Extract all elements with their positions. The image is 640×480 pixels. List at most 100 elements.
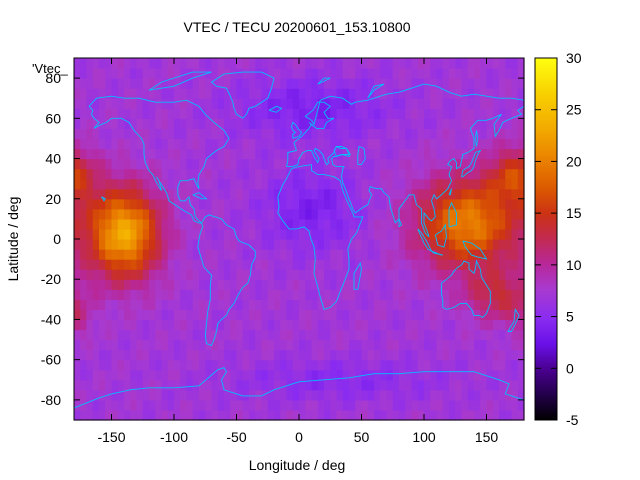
heatmap-cell bbox=[155, 289, 163, 300]
heatmap-cell bbox=[174, 349, 181, 361]
heatmap-cell bbox=[117, 349, 125, 361]
heatmap-cell bbox=[486, 68, 494, 79]
heatmap-cell bbox=[280, 279, 288, 290]
heatmap-cell bbox=[424, 409, 431, 421]
heatmap-cell bbox=[280, 299, 288, 310]
heatmap-cell bbox=[186, 88, 194, 99]
heatmap-cell bbox=[430, 259, 438, 270]
heatmap-cell bbox=[411, 138, 419, 150]
heatmap-cell bbox=[136, 239, 144, 250]
heatmap-cell bbox=[330, 208, 338, 220]
heatmap-cell bbox=[336, 269, 344, 280]
heatmap-cell bbox=[142, 138, 150, 150]
heatmap-cell bbox=[367, 58, 375, 69]
heatmap-cell bbox=[267, 279, 275, 290]
heatmap-cell bbox=[130, 319, 138, 331]
heatmap-cell bbox=[330, 259, 338, 270]
heatmap-cell bbox=[267, 218, 275, 230]
heatmap-cell bbox=[455, 178, 463, 190]
heatmap-cell bbox=[292, 389, 300, 401]
heatmap-cell bbox=[149, 218, 156, 230]
heatmap-cell bbox=[292, 249, 300, 260]
heatmap-cell bbox=[361, 78, 369, 89]
heatmap-cell bbox=[217, 228, 225, 240]
heatmap-cell bbox=[430, 138, 438, 150]
heatmap-cell bbox=[311, 128, 319, 140]
heatmap-cell bbox=[192, 98, 200, 109]
heatmap-cell bbox=[461, 78, 469, 89]
heatmap-cell bbox=[449, 299, 456, 310]
heatmap-cell bbox=[80, 329, 88, 341]
heatmap-cell bbox=[342, 188, 350, 200]
heatmap-cell bbox=[355, 319, 363, 331]
heatmap-cell bbox=[174, 259, 181, 270]
heatmap-cell bbox=[155, 279, 163, 290]
heatmap-cell bbox=[361, 118, 369, 129]
heatmap-cell bbox=[499, 78, 506, 89]
heatmap-cell bbox=[480, 198, 488, 210]
heatmap-cell bbox=[86, 88, 94, 99]
heatmap-cell bbox=[311, 399, 319, 411]
heatmap-cell bbox=[136, 359, 144, 371]
heatmap-cell bbox=[405, 88, 413, 99]
heatmap-cell bbox=[217, 218, 225, 230]
heatmap-cell bbox=[280, 58, 288, 69]
heatmap-cell bbox=[280, 158, 288, 170]
heatmap-cell bbox=[149, 309, 156, 321]
x-tick-label: 0 bbox=[295, 429, 303, 445]
heatmap-cell bbox=[286, 369, 294, 381]
heatmap-cell bbox=[299, 188, 306, 200]
heatmap-cell bbox=[292, 349, 300, 361]
heatmap-cell bbox=[455, 168, 463, 180]
coastline bbox=[367, 83, 385, 99]
heatmap-cell bbox=[436, 188, 444, 200]
heatmap-cell bbox=[286, 218, 294, 230]
heatmap-cell bbox=[155, 379, 163, 391]
heatmap-cell bbox=[311, 228, 319, 240]
heatmap-cell bbox=[211, 148, 219, 160]
heatmap-cell bbox=[136, 98, 144, 109]
heatmap-cell bbox=[517, 359, 525, 371]
heatmap-cell bbox=[499, 198, 506, 210]
heatmap-cell bbox=[142, 168, 150, 180]
heatmap-cell bbox=[317, 339, 325, 351]
heatmap-cell bbox=[161, 58, 169, 69]
heatmap-cell bbox=[367, 269, 375, 280]
heatmap-cell bbox=[142, 198, 150, 210]
heatmap-cell bbox=[436, 88, 444, 99]
heatmap-cell bbox=[99, 399, 106, 411]
heatmap-cell bbox=[474, 178, 481, 190]
heatmap-cell bbox=[149, 158, 156, 170]
heatmap-cell bbox=[142, 148, 150, 160]
heatmap-cell bbox=[136, 78, 144, 89]
coastline bbox=[291, 121, 303, 139]
heatmap-cell bbox=[280, 108, 288, 119]
heatmap-cell bbox=[174, 309, 181, 321]
heatmap-cell bbox=[155, 389, 163, 401]
heatmap-cell bbox=[299, 369, 306, 381]
heatmap-cell bbox=[242, 259, 250, 270]
heatmap-cell bbox=[80, 68, 88, 79]
heatmap-cell bbox=[261, 108, 269, 119]
heatmap-cell bbox=[99, 138, 106, 150]
heatmap-cell bbox=[149, 289, 156, 300]
heatmap-cell bbox=[174, 269, 181, 280]
heatmap-cell bbox=[161, 118, 169, 129]
heatmap-cell bbox=[155, 269, 163, 280]
heatmap-cell bbox=[161, 98, 169, 109]
heatmap-cell bbox=[261, 399, 269, 411]
heatmap-cell bbox=[280, 249, 288, 260]
heatmap-cell bbox=[105, 128, 113, 140]
heatmap-cell bbox=[92, 239, 100, 250]
heatmap-cell bbox=[349, 168, 356, 180]
heatmap-cell bbox=[111, 98, 119, 109]
heatmap-cell bbox=[286, 389, 294, 401]
heatmap-cell bbox=[305, 329, 313, 341]
heatmap-cell bbox=[180, 218, 188, 230]
heatmap-cell bbox=[380, 319, 388, 331]
heatmap-cell bbox=[442, 198, 450, 210]
heatmap-cell bbox=[267, 68, 275, 79]
heatmap-cell bbox=[167, 98, 175, 109]
heatmap-cell bbox=[267, 319, 275, 331]
heatmap-cell bbox=[342, 409, 350, 421]
